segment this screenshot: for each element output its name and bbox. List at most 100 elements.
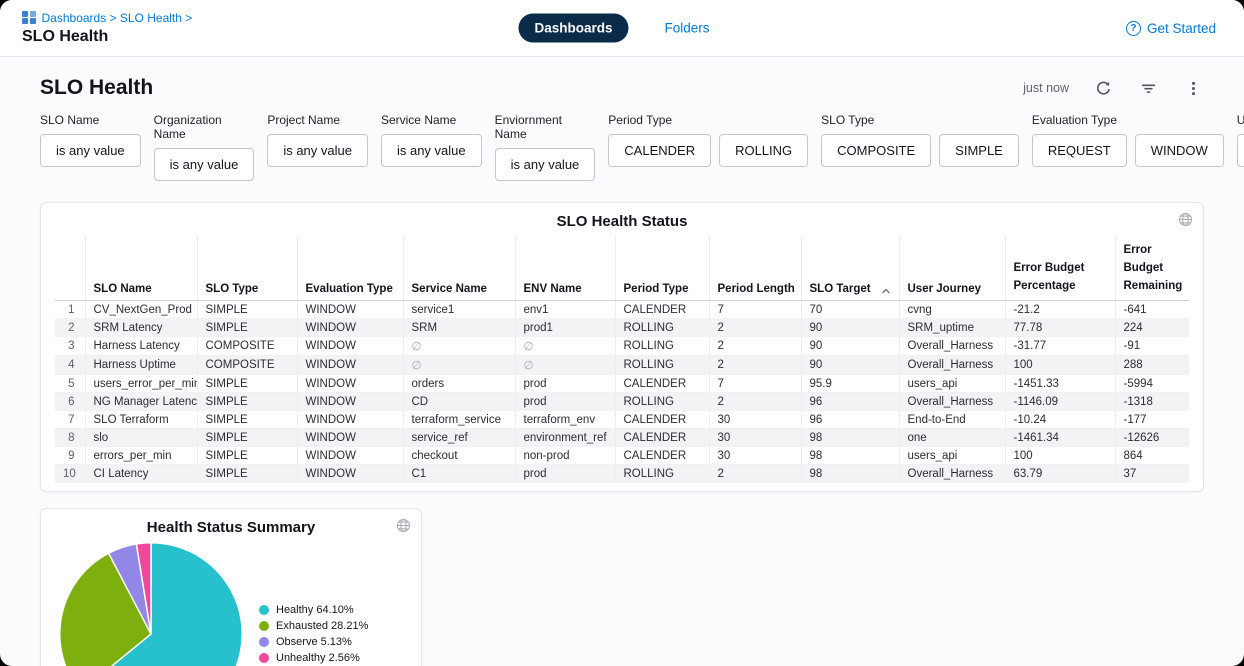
cell-slo-name: CI Latency bbox=[84, 464, 197, 484]
table-row: 1 CV_NextGen_Prod SIMPLE WINDOW service1 env1… bbox=[55, 300, 1189, 320]
cell-slo-type: SIMPLE bbox=[196, 428, 297, 448]
column-header-period-length[interactable]: Period Length bbox=[708, 236, 801, 302]
filter-label: Service Name bbox=[380, 113, 457, 127]
filter-chip-evaluation-type-request[interactable]: REQUEST bbox=[1031, 134, 1127, 167]
legend-label: Exhausted 28.21% bbox=[276, 620, 369, 633]
cell-evaluation-type: WINDOW bbox=[296, 410, 403, 430]
table-row: 7 SLO Terraform SIMPLE WINDOW terraform_serv… bbox=[55, 410, 1189, 430]
cell-period-type: ROLLING bbox=[614, 336, 709, 357]
filter-chip-period-type-rolling[interactable]: ROLLING bbox=[719, 134, 809, 167]
filter-chip-enviornment-name-is-any-value[interactable]: is any value bbox=[494, 148, 596, 181]
cell-evaluation-type: WINDOW bbox=[296, 318, 403, 338]
page-title: SLO Health bbox=[40, 76, 154, 99]
cell-user-journey: users_api bbox=[898, 374, 1005, 394]
cell-period-type: ROLLING bbox=[614, 355, 709, 376]
cell-period-type: ROLLING bbox=[614, 464, 709, 484]
cell-service-name: service1 bbox=[402, 300, 515, 320]
column-header-env-name[interactable]: ENV Name bbox=[514, 236, 615, 302]
table-row: 10 CI Latency SIMPLE WINDOW C1 prod ROLLING 2 98… bbox=[55, 464, 1189, 484]
cell-period-length: 2 bbox=[708, 392, 801, 412]
filter-group-evaluation-type: Evaluation Type REQUEST WINDOW bbox=[1031, 113, 1224, 181]
column-header-slo-target[interactable]: SLO Target bbox=[800, 236, 899, 302]
breadcrumb-text[interactable]: Dashboards > SLO Health > bbox=[41, 10, 193, 25]
cell-user-journey: Overall_Harness bbox=[898, 355, 1005, 376]
cell-error-budget-percentage: -21.2 bbox=[1004, 300, 1115, 320]
filter-chip-service-name-is-any-value[interactable]: is any value bbox=[380, 134, 482, 167]
cell-period-length: 2 bbox=[708, 355, 801, 376]
get-started-link[interactable]: ? Get Started bbox=[1120, 20, 1222, 37]
legend-dot bbox=[259, 653, 269, 664]
pie-slice-unhealthy[interactable] bbox=[135, 542, 152, 636]
dashboards-grid-icon bbox=[22, 10, 36, 25]
filter-chip-evaluation-type-window[interactable]: WINDOW bbox=[1134, 134, 1224, 167]
filter-chip-slo-type-simple[interactable]: SIMPLE bbox=[939, 134, 1019, 167]
cell-slo-type: SIMPLE bbox=[196, 410, 297, 430]
cell-slo-name: SRM Latency bbox=[84, 318, 197, 338]
filter-group-period-type: Period Type CALENDER ROLLING bbox=[608, 113, 809, 181]
cell-service-name: checkout bbox=[402, 446, 515, 466]
filter-chip-slo-type-composite[interactable]: COMPOSITE bbox=[821, 134, 932, 167]
column-label: SLO Target bbox=[809, 283, 871, 296]
dashboard-header: SLO Health just now bbox=[40, 69, 1204, 107]
column-header-user-journey[interactable]: User Journey bbox=[898, 236, 1005, 302]
cell-slo-target: 96 bbox=[800, 392, 899, 412]
filter-chip-slo-name-is-any-value[interactable]: is any value bbox=[40, 134, 141, 167]
cell-slo-target: 95.9 bbox=[800, 374, 899, 394]
cell-service-name: ∅ bbox=[402, 355, 515, 376]
filter-group-user-journey: User Journey is any value bbox=[1236, 113, 1244, 181]
filter-chip-project-name-is-any-value[interactable]: is any value bbox=[267, 134, 368, 167]
column-header-error-budget-percentage[interactable]: Error Budget Percentage bbox=[1004, 236, 1115, 302]
cell-slo-name: Harness Uptime bbox=[84, 355, 197, 376]
cell-slo-name: errors_per_min bbox=[84, 446, 197, 466]
legend-item-observe[interactable]: Observe 5.13% bbox=[259, 636, 368, 648]
legend-dot bbox=[259, 605, 269, 616]
column-header-error-budget-remaining[interactable]: Error Budget Remaining bbox=[1114, 236, 1189, 302]
breadcrumb[interactable]: Dashboards > SLO Health > bbox=[22, 11, 192, 25]
cell-service-name: SRM bbox=[402, 318, 515, 338]
filter-chip-user-journey-is-any-value[interactable]: is any value bbox=[1236, 134, 1244, 167]
column-header-slo-type[interactable]: SLO Type bbox=[196, 236, 297, 302]
cell-period-length: 2 bbox=[708, 464, 801, 484]
cell-user-journey: Overall_Harness bbox=[898, 392, 1005, 412]
filter-chip-period-type-calender[interactable]: CALENDER bbox=[608, 134, 712, 167]
table-card-title: SLO Health Status bbox=[556, 213, 688, 230]
cell-error-budget-remaining: -12626 bbox=[1114, 428, 1189, 448]
refresh-icon[interactable] bbox=[1093, 78, 1114, 99]
filter-label: Evaluation Type bbox=[1031, 113, 1118, 127]
legend-item-exhausted[interactable]: Exhausted 28.21% bbox=[259, 620, 368, 632]
cell-num: 5 bbox=[55, 374, 85, 394]
cell-error-budget-remaining: -177 bbox=[1114, 410, 1189, 430]
cell-period-length: 2 bbox=[708, 336, 801, 357]
filter-chip-organization-name-is-any-value[interactable]: is any value bbox=[153, 148, 255, 181]
cell-period-length: 7 bbox=[708, 374, 801, 394]
legend-item-healthy[interactable]: Healthy 64.10% bbox=[259, 604, 368, 616]
filter-icon[interactable] bbox=[1138, 78, 1159, 99]
pie-slice-exhausted[interactable] bbox=[59, 552, 152, 666]
column-header-evaluation-type[interactable]: Evaluation Type bbox=[296, 236, 403, 302]
last-refresh-text: just now bbox=[1023, 81, 1069, 95]
globe-icon bbox=[1178, 212, 1193, 232]
more-icon[interactable] bbox=[1183, 78, 1204, 99]
cell-error-budget-percentage: -1146.09 bbox=[1004, 392, 1115, 412]
cell-error-budget-percentage: -1461.34 bbox=[1004, 428, 1115, 448]
column-header-slo-name[interactable]: SLO Name bbox=[84, 236, 197, 302]
filter-group-service-name: Service Name is any value bbox=[380, 113, 482, 181]
tab-folders[interactable]: Folders bbox=[649, 14, 726, 43]
filter-label: SLO Name bbox=[40, 113, 100, 127]
cell-user-journey: Overall_Harness bbox=[898, 336, 1005, 357]
legend-item-unhealthy[interactable]: Unhealthy 2.56% bbox=[259, 652, 368, 664]
slo-health-status-card: SLO Health Status SLO Name SLO Type Evalua… bbox=[40, 202, 1204, 493]
tab-dashboards[interactable]: Dashboards bbox=[518, 13, 629, 43]
top-bar: Dashboards > SLO Health > SLO Health Das… bbox=[0, 0, 1244, 57]
column-header-num[interactable] bbox=[55, 236, 85, 302]
cell-slo-name: slo bbox=[84, 428, 197, 448]
column-header-period-type[interactable]: Period Type bbox=[614, 236, 709, 302]
cell-period-type: CALENDER bbox=[614, 300, 709, 320]
column-header-service-name[interactable]: Service Name bbox=[402, 236, 515, 302]
filter-group-slo-type: SLO Type COMPOSITE SIMPLE bbox=[821, 113, 1019, 181]
pie-slice-healthy[interactable] bbox=[80, 542, 243, 666]
cell-slo-name: NG Manager Latency bbox=[84, 392, 197, 412]
table-row: 8 slo SIMPLE WINDOW service_ref environment_r… bbox=[55, 428, 1189, 448]
cell-period-length: 30 bbox=[708, 446, 801, 466]
globe-icon bbox=[396, 518, 411, 538]
